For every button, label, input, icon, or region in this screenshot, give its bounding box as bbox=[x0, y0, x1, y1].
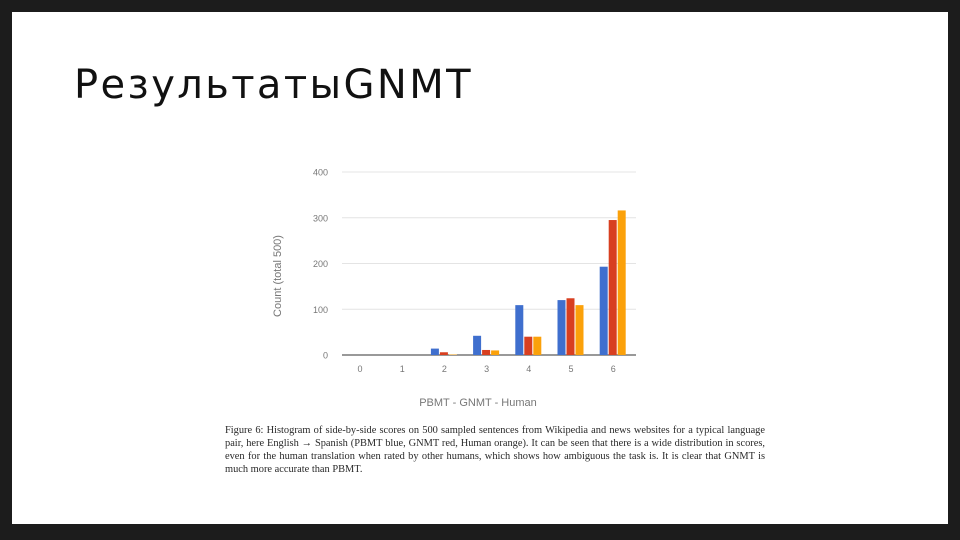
x-tick-label: 4 bbox=[526, 364, 531, 374]
bar-series-2 bbox=[608, 220, 617, 355]
bar-series-3 bbox=[575, 305, 584, 355]
bar-series-1 bbox=[473, 335, 482, 355]
bar-series-1 bbox=[599, 266, 608, 355]
x-axis-label: PBMT - GNMT - Human bbox=[419, 397, 537, 409]
x-tick-label: 2 bbox=[442, 364, 447, 374]
y-tick-label: 400 bbox=[313, 168, 328, 178]
y-tick-label: 200 bbox=[313, 259, 328, 269]
slide-title: РезультатыGNMT bbox=[74, 62, 473, 108]
slide: РезультатыGNMT 0 100 200 300 400 0 1 2 3 4 5 6 Coun… bbox=[12, 12, 948, 524]
bar-series-2 bbox=[524, 336, 533, 355]
x-tick-label: 0 bbox=[357, 364, 362, 374]
bar-series-3 bbox=[533, 336, 542, 355]
y-tick-label: 100 bbox=[313, 305, 328, 315]
y-tick-label: 300 bbox=[313, 213, 328, 223]
x-tick-label: 1 bbox=[400, 364, 405, 374]
bar-series-1 bbox=[557, 300, 566, 355]
bar-series-1 bbox=[430, 348, 439, 355]
y-tick-label: 0 bbox=[323, 351, 328, 361]
bar-chart: 0 100 200 300 400 0 1 2 3 4 5 6 Count (total 500) P… bbox=[272, 168, 636, 409]
bar-series-2 bbox=[439, 352, 448, 355]
bar-series-3 bbox=[617, 210, 626, 355]
y-axis-label: Count (total 500) bbox=[272, 235, 284, 317]
x-tick-label: 3 bbox=[484, 364, 489, 374]
bar-series-2 bbox=[482, 349, 491, 355]
x-tick-label: 6 bbox=[611, 364, 616, 374]
figure-caption: Figure 6: Histogram of side-by-side scor… bbox=[225, 425, 765, 475]
bar-series-3 bbox=[491, 350, 500, 355]
x-tick-label: 5 bbox=[568, 364, 573, 374]
chart-plot-area: 0 100 200 300 400 0 1 2 3 4 5 6 bbox=[313, 168, 636, 374]
bar-series-1 bbox=[515, 305, 524, 355]
bar-series-2 bbox=[566, 298, 575, 355]
